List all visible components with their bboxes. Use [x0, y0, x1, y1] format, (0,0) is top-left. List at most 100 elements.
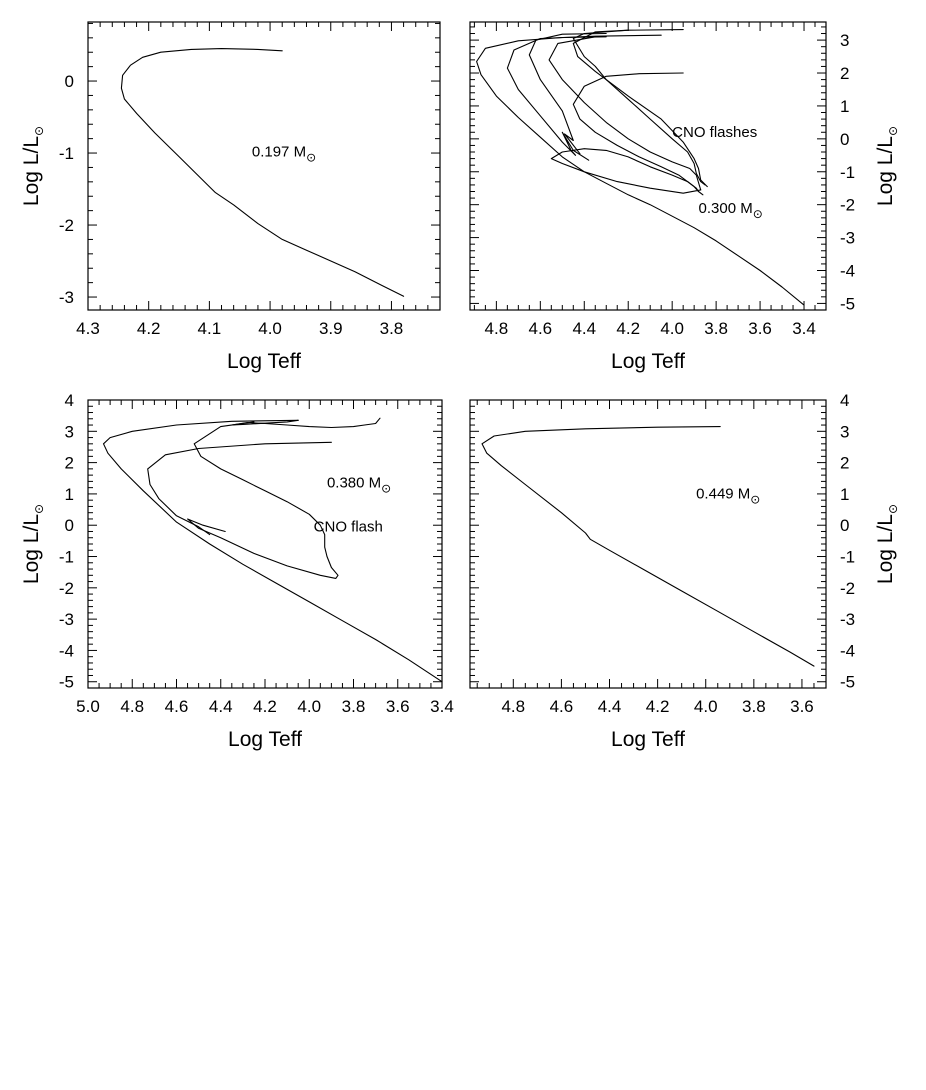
y-tick-label: 0 [65, 72, 74, 91]
y-tick-label: 3 [65, 422, 74, 441]
y-tick-label: -1 [59, 548, 74, 567]
x-tick-label: 4.2 [137, 319, 161, 338]
x-axis-label: Log Teff [228, 728, 302, 751]
y-axis-label-main: Log L/L [20, 514, 43, 584]
evolution-track-4 [231, 417, 381, 429]
y-tick-label: 1 [840, 97, 849, 116]
y-tick-label: -3 [840, 229, 855, 248]
evolution-track-1 [481, 426, 815, 667]
evolution-track-3 [528, 32, 607, 155]
y-tick-label: -4 [840, 641, 855, 660]
plot-frame [469, 399, 827, 689]
evolution-track-3 [187, 421, 339, 579]
evolution-track-2 [506, 34, 662, 161]
annotation-sun-symbol: ⊙ [306, 151, 316, 165]
annotation-text: 0.300 M [699, 200, 753, 217]
y-axis-label: Log L/L⊙ [20, 126, 46, 206]
y-axis-label-sun-symbol: ⊙ [886, 504, 900, 514]
x-tick-label: 4.8 [120, 697, 144, 716]
x-tick-label: 4.1 [198, 319, 222, 338]
annotation: CNO flashes [672, 124, 757, 141]
y-axis-label: Log L/L⊙ [874, 504, 900, 584]
y-axis-label: Log L/L⊙ [874, 126, 900, 206]
annotation-text: CNO flash [314, 518, 383, 535]
y-tick-label: 1 [840, 485, 849, 504]
annotation-text: 0.449 M [696, 486, 750, 503]
x-tick-label: 4.0 [297, 697, 321, 716]
y-tick-label: -2 [59, 579, 74, 598]
y-axis-label-sun-symbol: ⊙ [32, 504, 46, 514]
annotation-sun-symbol: ⊙ [753, 207, 763, 221]
x-tick-label: 3.6 [790, 697, 814, 716]
x-axis-label: Log Teff [611, 728, 685, 751]
y-tick-label: -2 [840, 196, 855, 215]
x-tick-label: 4.6 [529, 319, 553, 338]
y-tick-label: 2 [65, 454, 74, 473]
y-axis-label-main: Log L/L [874, 136, 897, 206]
x-tick-label: 4.2 [616, 319, 640, 338]
x-tick-label: 4.6 [550, 697, 574, 716]
annotation-text: 0.380 M [327, 475, 381, 492]
y-tick-label: 3 [840, 31, 849, 50]
evolution-track-1 [120, 48, 405, 297]
panel-bottom-left: 5.0 4.8 4.6 4.4 4.2 4.0 3.8 3.6 3.4 -5 -4 -3 -2 -1 0 1 2… [20, 391, 454, 751]
y-tick-label: -2 [840, 579, 855, 598]
annotation: 0.449 M⊙ [696, 486, 760, 507]
x-tick-label: 3.8 [380, 319, 404, 338]
x-tick-label: 3.9 [319, 319, 343, 338]
evolution-track-1 [102, 419, 443, 683]
x-tick-label: 4.0 [258, 319, 282, 338]
panel-top-right: 4.8 4.6 4.4 4.2 4.0 3.8 3.6 3.4 -5 -4 -3 -2 -1 0 1 2 3 Lo… [469, 21, 900, 373]
evolution-track-6 [572, 29, 706, 186]
evolution-track-4 [548, 36, 702, 191]
y-tick-label: -3 [840, 610, 855, 629]
x-tick-label: 4.0 [660, 319, 684, 338]
y-tick-label: 0 [840, 516, 849, 535]
annotation: 0.380 M⊙ [327, 475, 391, 496]
x-tick-label: 4.2 [646, 697, 670, 716]
x-tick-label: 3.6 [386, 697, 410, 716]
y-tick-label: -2 [59, 216, 74, 235]
y-axis-label-main: Log L/L [20, 136, 43, 206]
x-tick-label: 5.0 [76, 697, 100, 716]
panel-top-left: 4.3 4.2 4.1 4.0 3.9 3.8 -3 -2 -1 0 Log Teff Log L/L… [20, 21, 441, 373]
annotation-sun-symbol: ⊙ [750, 493, 760, 507]
x-tick-label: 4.8 [485, 319, 509, 338]
x-tick-label: 3.4 [430, 697, 454, 716]
x-tick-label: 4.0 [694, 697, 718, 716]
y-tick-label: 2 [840, 454, 849, 473]
x-tick-label: 4.4 [598, 697, 622, 716]
y-tick-label: -1 [840, 163, 855, 182]
evolution-track-2 [147, 441, 332, 536]
evolution-track-8 [550, 148, 702, 194]
plot-frame [87, 399, 443, 689]
evolution-track-5 [572, 29, 708, 188]
y-tick-label: 3 [840, 422, 849, 441]
y-tick-label: -1 [840, 548, 855, 567]
x-tick-label: 3.8 [704, 319, 728, 338]
x-axis-label: Log Teff [227, 350, 301, 373]
x-tick-label: 4.8 [501, 697, 525, 716]
y-tick-label: 0 [840, 130, 849, 149]
y-tick-label: -5 [59, 673, 74, 692]
y-tick-label: -4 [840, 262, 855, 281]
x-tick-label: 3.8 [342, 697, 366, 716]
x-tick-label: 3.8 [742, 697, 766, 716]
y-axis-label: Log L/L⊙ [20, 504, 46, 584]
x-tick-label: 4.4 [572, 319, 596, 338]
x-axis-label: Log Teff [611, 350, 685, 373]
y-axis-label-sun-symbol: ⊙ [886, 126, 900, 136]
y-tick-label: 4 [840, 391, 849, 410]
x-tick-label: 4.6 [165, 697, 189, 716]
x-tick-label: 3.4 [792, 319, 816, 338]
y-tick-label: 0 [65, 516, 74, 535]
y-tick-label: 2 [840, 64, 849, 83]
y-tick-label: 1 [65, 485, 74, 504]
x-tick-label: 4.2 [253, 697, 277, 716]
plot-frame [87, 21, 441, 311]
y-axis-label-sun-symbol: ⊙ [32, 126, 46, 136]
annotation: CNO flash [314, 518, 383, 535]
annotation: 0.300 M⊙ [699, 200, 763, 221]
x-tick-label: 4.3 [76, 319, 100, 338]
